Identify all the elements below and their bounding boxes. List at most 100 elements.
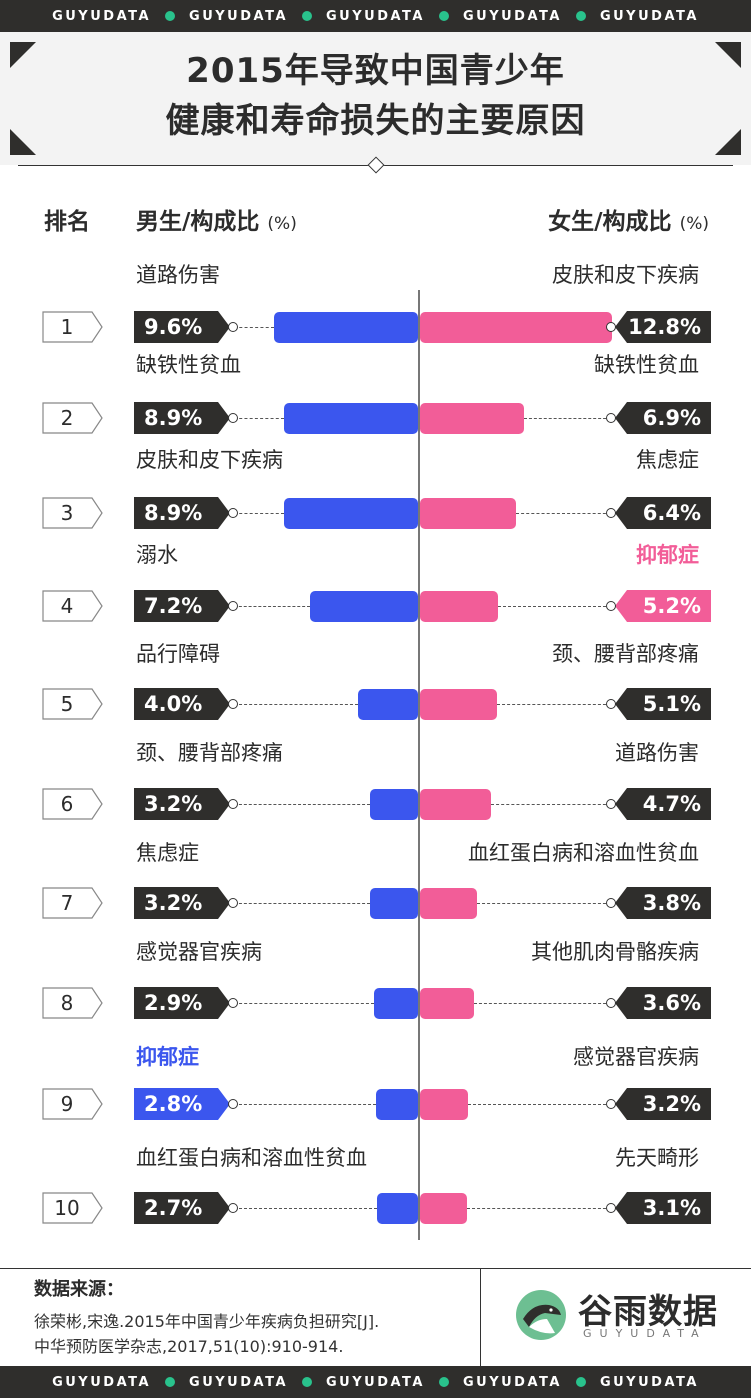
female-leader-line bbox=[468, 1104, 611, 1105]
female-column-label: 女生/构成比 bbox=[548, 209, 672, 235]
female-value-tag-shape bbox=[615, 987, 711, 1019]
male-value-tag-shape bbox=[134, 590, 230, 622]
female-value-tag-shape bbox=[615, 1088, 711, 1120]
rank-number: 8 bbox=[60, 991, 74, 1015]
male-leader-dot bbox=[228, 508, 238, 518]
female-cause-label: 颈、腰背部疼痛 bbox=[552, 642, 699, 666]
female-leader-dot bbox=[606, 799, 616, 809]
separator-dot-icon bbox=[575, 1377, 586, 1387]
male-bar bbox=[284, 498, 418, 529]
rank-badge: 5 bbox=[42, 688, 103, 720]
male-bar bbox=[377, 1193, 418, 1224]
male-leader-dot bbox=[228, 413, 238, 423]
rank-number: 10 bbox=[54, 1196, 80, 1220]
rank-column-header: 排名 bbox=[44, 209, 90, 235]
separator-dot-icon bbox=[438, 1377, 449, 1387]
footer-vertical-divider bbox=[480, 1268, 481, 1366]
male-value-tag: 3.2% bbox=[134, 788, 230, 820]
male-bar bbox=[369, 789, 418, 820]
male-value-label: 3.2% bbox=[144, 891, 203, 915]
male-cause-label: 道路伤害 bbox=[136, 263, 220, 287]
male-value-tag-shape bbox=[134, 311, 230, 343]
rank-badge: 4 bbox=[42, 590, 103, 622]
separator-dot-icon bbox=[302, 11, 313, 21]
female-cause-label: 道路伤害 bbox=[615, 741, 699, 765]
female-value-tag: 3.8% bbox=[615, 887, 711, 919]
female-bar bbox=[420, 1193, 467, 1224]
male-value-tag-shape bbox=[134, 887, 230, 919]
female-value-tag-shape bbox=[615, 1192, 711, 1224]
male-value-tag-shape bbox=[134, 788, 230, 820]
rank-badge: 10 bbox=[42, 1192, 103, 1224]
male-leader-dot bbox=[228, 898, 238, 908]
female-bar bbox=[420, 888, 478, 919]
female-bar bbox=[420, 988, 475, 1019]
male-value-tag: 2.9% bbox=[134, 987, 230, 1019]
male-cause-label: 颈、腰背部疼痛 bbox=[136, 741, 283, 765]
female-cause-label: 血红蛋白病和溶血性贫血 bbox=[468, 841, 699, 865]
female-leader-dot bbox=[606, 413, 616, 423]
brand-text: GUYUDATA bbox=[599, 1374, 699, 1390]
female-value-label: 5.1% bbox=[642, 692, 701, 716]
brand-text: GUYUDATA bbox=[326, 8, 425, 24]
rank-badge: 8 bbox=[42, 987, 103, 1019]
female-leader-line bbox=[498, 606, 611, 607]
male-value-tag-shape bbox=[134, 688, 230, 720]
rank-badge: 3 bbox=[42, 497, 103, 529]
male-value-tag: 8.9% bbox=[134, 402, 230, 434]
male-value-tag: 4.0% bbox=[134, 688, 230, 720]
male-value-tag: 3.2% bbox=[134, 887, 230, 919]
female-value-label: 3.1% bbox=[642, 1196, 701, 1220]
male-value-label: 7.2% bbox=[144, 594, 203, 618]
male-leader-dot bbox=[228, 799, 238, 809]
logo-chinese-name: 谷雨数据 bbox=[578, 1292, 718, 1332]
male-leader-line bbox=[234, 1003, 375, 1004]
male-value-label: 8.9% bbox=[144, 406, 203, 430]
male-leader-dot bbox=[228, 601, 238, 611]
male-leader-line bbox=[234, 903, 370, 904]
rank-number: 3 bbox=[60, 501, 74, 525]
rank-badge-shape bbox=[42, 1088, 103, 1120]
brand-text: GUYUDATA bbox=[52, 8, 152, 24]
rank-number: 4 bbox=[60, 594, 74, 618]
male-leader-dot bbox=[228, 1203, 238, 1213]
male-bar bbox=[374, 988, 418, 1019]
female-bar bbox=[420, 403, 524, 434]
male-leader-line bbox=[234, 804, 370, 805]
separator-dot-icon bbox=[302, 1377, 313, 1387]
female-value-tag: 5.1% bbox=[615, 688, 711, 720]
male-value-label: 8.9% bbox=[144, 501, 203, 525]
male-value-tag-shape bbox=[134, 1088, 230, 1120]
female-bar bbox=[420, 1089, 469, 1120]
male-column-header: 男生/构成比 (%) bbox=[136, 202, 297, 236]
female-value-tag: 3.2% bbox=[615, 1088, 711, 1120]
female-value-tag: 4.7% bbox=[615, 788, 711, 820]
header: 2015年导致中国青少年 健康和寿命损失的主要原因 bbox=[0, 32, 751, 165]
separator-dot-icon bbox=[575, 11, 586, 21]
female-leader-line bbox=[477, 903, 611, 904]
female-column-header: 女生/构成比 (%) bbox=[548, 202, 709, 236]
male-leader-line bbox=[234, 1208, 378, 1209]
rank-badge-shape bbox=[42, 590, 103, 622]
rank-badge-shape bbox=[42, 497, 103, 529]
male-value-label: 4.0% bbox=[144, 692, 203, 716]
female-leader-line bbox=[466, 1208, 611, 1209]
male-column-label: 男生/构成比 bbox=[136, 209, 260, 235]
source-title: 数据来源： bbox=[34, 1279, 124, 1300]
male-leader-line bbox=[234, 704, 358, 705]
female-bar bbox=[420, 789, 491, 820]
brand-text: GUYUDATA bbox=[52, 1374, 152, 1390]
title-line-2: 健康和寿命损失的主要原因 bbox=[165, 101, 586, 141]
logo-english-name: GUYUDATA bbox=[583, 1327, 707, 1340]
brand-text: GUYUDATA bbox=[462, 1374, 562, 1390]
male-leader-line bbox=[234, 606, 310, 607]
female-value-label: 6.4% bbox=[642, 501, 701, 525]
female-leader-dot bbox=[606, 1203, 616, 1213]
female-value-label: 6.9% bbox=[642, 406, 701, 430]
male-leader-line bbox=[234, 513, 285, 514]
male-value-label: 9.6% bbox=[144, 315, 203, 339]
male-leader-dot bbox=[228, 998, 238, 1008]
female-value-tag: 3.1% bbox=[615, 1192, 711, 1224]
corner-ornament-icon bbox=[715, 42, 741, 68]
female-cause-label: 感觉器官疾病 bbox=[573, 1045, 699, 1069]
